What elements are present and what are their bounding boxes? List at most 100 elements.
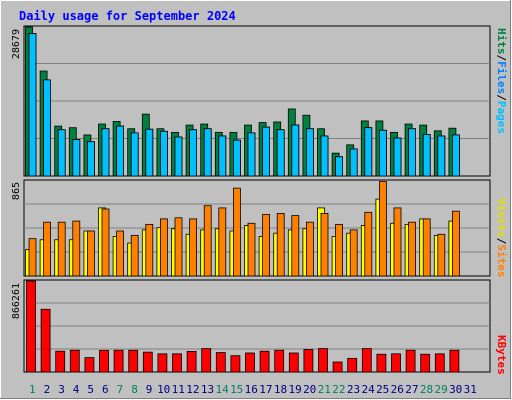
day-label-13: 13 — [201, 383, 214, 396]
day-label-11: 11 — [172, 383, 185, 396]
sites-bar-day-28 — [422, 218, 431, 277]
sites-bar-day-1 — [28, 238, 37, 277]
hits-max-label: 28679 — [11, 29, 22, 59]
kbytes-bar-day-24 — [361, 348, 372, 373]
kbytes-bar-day-5 — [84, 357, 95, 373]
pages-bar-day-20 — [305, 128, 314, 177]
day-label-19: 19 — [288, 383, 301, 396]
sites-bar-day-11 — [174, 217, 183, 277]
chart-title: Daily usage for September 2024 — [19, 9, 236, 23]
legend-files: Files — [495, 61, 508, 94]
day-label-18: 18 — [274, 383, 287, 396]
day-label-17: 17 — [259, 383, 272, 396]
day-label-23: 23 — [347, 383, 360, 396]
kbytes-bar-day-21 — [318, 348, 328, 373]
day-label-27: 27 — [405, 383, 418, 396]
pages-bar-day-15 — [232, 139, 241, 177]
day-label-25: 25 — [376, 383, 389, 396]
kbytes-bar-day-6 — [99, 349, 109, 373]
day-label-20: 20 — [303, 383, 316, 396]
sites-bar-day-15 — [232, 187, 241, 277]
pages-bar-day-13 — [203, 128, 212, 177]
sites-bar-day-12 — [189, 218, 198, 277]
kbytes-bar-day-16 — [245, 352, 255, 373]
pages-bar-day-14 — [218, 135, 227, 177]
legend-sep-2: / — [495, 94, 508, 101]
sites-bar-day-20 — [305, 221, 314, 277]
sites-bar-day-17 — [262, 214, 271, 277]
sites-bar-day-6 — [101, 208, 110, 277]
kbytes-bar-day-26 — [391, 353, 401, 373]
pages-bar-day-16 — [247, 132, 256, 177]
kbytes-bar-day-27 — [405, 349, 416, 373]
sites-bar-day-30 — [451, 210, 460, 277]
pages-bar-day-21 — [320, 135, 329, 177]
pages-bar-day-18 — [276, 129, 285, 177]
sites-bar-day-26 — [393, 207, 402, 277]
kbytes-bar-day-8 — [128, 349, 139, 373]
sites-bar-day-29 — [437, 233, 446, 277]
kbytes-bar-day-19 — [288, 352, 299, 373]
kbytes-max-label: 866261 — [11, 283, 22, 319]
pages-bar-day-30 — [451, 134, 460, 177]
kbytes-bar-day-10 — [157, 353, 168, 373]
kbytes-panel — [23, 279, 491, 373]
day-label-1: 1 — [29, 383, 36, 396]
day-label-28: 28 — [420, 383, 433, 396]
kbytes-bar-day-18 — [274, 349, 285, 373]
hits-panel — [23, 25, 491, 177]
kbytes-bar-day-23 — [347, 357, 358, 373]
sites-bar-day-18 — [276, 212, 285, 277]
day-label-3: 3 — [58, 383, 65, 396]
pages-bar-day-28 — [422, 134, 431, 177]
pages-bar-day-6 — [101, 128, 110, 177]
pages-bar-day-25 — [378, 129, 387, 177]
day-label-4: 4 — [73, 383, 80, 396]
kbytes-bar-day-13 — [201, 348, 212, 373]
pages-bar-day-11 — [174, 136, 183, 177]
sites-bar-day-23 — [349, 229, 358, 277]
legend-visits: Visits — [495, 198, 508, 238]
pages-bar-day-3 — [57, 129, 66, 177]
kbytes-bar-day-20 — [303, 349, 314, 373]
kbytes-bar-day-28 — [420, 353, 431, 373]
day-label-6: 6 — [102, 383, 109, 396]
sites-bar-day-7 — [116, 230, 124, 277]
visits-panel — [23, 179, 491, 277]
kbytes-bar-day-12 — [186, 351, 197, 373]
sites-bar-day-19 — [291, 215, 300, 277]
day-label-16: 16 — [245, 383, 258, 396]
day-label-10: 10 — [157, 383, 170, 396]
pages-bar-day-2 — [43, 79, 51, 177]
sites-bar-day-24 — [364, 211, 373, 277]
sites-bar-day-13 — [203, 205, 212, 277]
kbytes-bar-day-3 — [55, 350, 66, 373]
sites-bar-day-21 — [320, 212, 329, 277]
day-label-12: 12 — [186, 383, 199, 396]
hits-files-pages-legend: Hits/Files/Pages — [495, 28, 508, 134]
day-label-5: 5 — [87, 383, 94, 396]
pages-bar-day-29 — [437, 135, 446, 177]
pages-bar-day-17 — [262, 126, 271, 177]
pages-bar-day-24 — [364, 127, 373, 177]
pages-bar-day-26 — [393, 137, 402, 177]
sites-bar-day-8 — [130, 234, 139, 277]
pages-bar-day-27 — [408, 128, 417, 177]
kbytes-bar-day-11 — [172, 353, 182, 373]
sites-bar-day-10 — [159, 218, 168, 277]
pages-bar-day-8 — [130, 132, 139, 177]
sites-bar-day-5 — [87, 230, 95, 277]
sites-bar-day-2 — [43, 221, 51, 277]
sites-bar-day-27 — [408, 221, 417, 277]
sites-bar-day-25 — [378, 181, 387, 277]
kbytes-bar-day-25 — [376, 353, 387, 373]
kbytes-bar-day-9 — [142, 351, 153, 373]
kbytes-bar-day-7 — [113, 349, 124, 373]
legend-sites: Sites — [495, 244, 508, 277]
day-label-8: 8 — [131, 383, 138, 396]
day-label-2: 2 — [44, 383, 51, 396]
kbytes-bar-day-15 — [230, 355, 241, 373]
day-label-7: 7 — [117, 383, 124, 396]
pages-bar-day-19 — [291, 124, 300, 177]
